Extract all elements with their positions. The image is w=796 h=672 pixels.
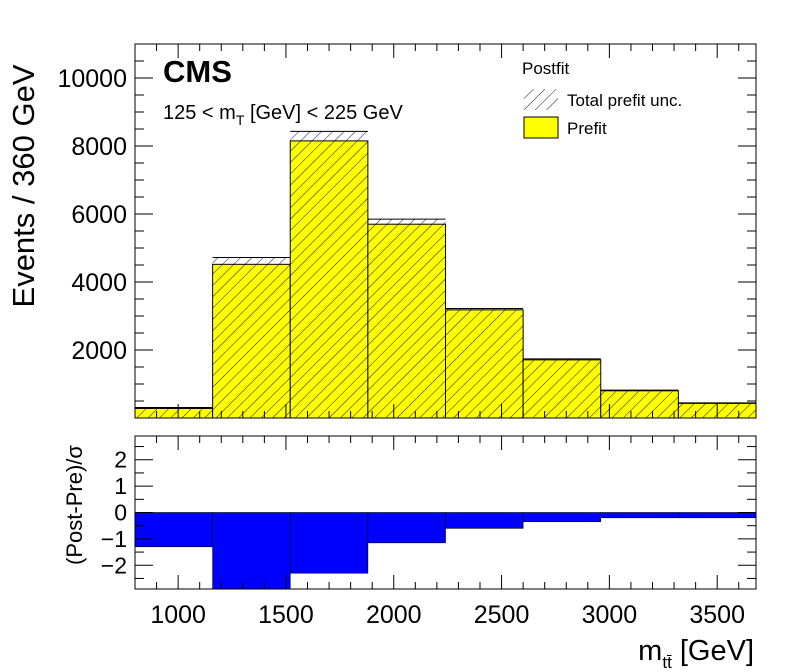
x-tick-label: 2000 <box>366 601 422 629</box>
y-tick-label: 2 <box>114 447 127 473</box>
pull-bar <box>367 512 446 544</box>
x-tick-label: 1500 <box>258 601 314 629</box>
y-tick-label: 4000 <box>71 269 127 297</box>
y-tick-label: 10000 <box>57 65 127 93</box>
y-tick-label: 1 <box>114 473 127 499</box>
y-tick-label: 2000 <box>71 337 127 365</box>
x-axis-label: mtt̄ [GeV] <box>638 635 754 672</box>
pull-bar <box>445 512 524 529</box>
upper-y-axis-label: Events / 360 GeV <box>6 64 41 307</box>
annotation-pre: 125 < m <box>163 102 236 124</box>
annotation-sub: T <box>236 112 245 128</box>
uncertainty-band <box>212 257 291 418</box>
mt-range-annotation: 125 < mT [GeV] < 225 GeV <box>163 102 403 128</box>
x-tick-label: 3000 <box>582 601 638 629</box>
pull-bar <box>289 512 369 574</box>
legend-prefit-swatch <box>523 116 559 139</box>
x-axis-label-sub: tt̄ <box>662 653 672 672</box>
upper-y-ticks: 2000 4000 6000 8000 10000 <box>57 60 756 402</box>
pull-bar <box>522 512 602 523</box>
y-tick-label: 6000 <box>71 201 127 229</box>
y-tick-label: −2 <box>101 552 127 578</box>
pull-bar <box>600 512 679 519</box>
uncertainty-band <box>523 358 601 418</box>
uncertainty-band <box>290 131 368 418</box>
pull-bar <box>212 512 291 590</box>
x-axis-label-pre: m <box>638 635 662 667</box>
x-tick-label: 1000 <box>150 601 206 629</box>
lower-x-ticks: 1000 1500 2000 2500 3000 3500 <box>150 436 745 629</box>
annotation-post: [GeV] < 225 GeV <box>244 102 403 124</box>
x-tick-label: 2500 <box>474 601 530 629</box>
lower-y-axis-label: (Post-Pre)/σ <box>62 445 87 565</box>
x-axis-label-post: [GeV] <box>672 635 754 667</box>
legend-header: Postfit <box>522 59 570 78</box>
uncertainty-band <box>367 219 446 418</box>
upper-x-ticks <box>156 44 740 418</box>
legend-hatch-swatch <box>524 89 558 110</box>
legend-entry-uncertainty: Total prefit unc. <box>567 91 682 110</box>
pull-bars <box>134 512 757 590</box>
legend-entry-prefit: Prefit <box>567 119 607 138</box>
uncertainty-band <box>600 390 679 418</box>
upper-panel: 2000 4000 6000 8000 10000 CMS 125 < mT [GeV]… <box>6 43 757 419</box>
prefit-uncertainty-bands <box>135 130 756 418</box>
y-tick-label: 8000 <box>71 133 127 161</box>
pull-bar <box>678 512 757 519</box>
pull-bar <box>134 512 213 548</box>
cms-label: CMS <box>163 54 232 89</box>
legend: Postfit Total prefit unc. Prefit <box>522 59 682 139</box>
y-tick-label: 0 <box>114 500 127 526</box>
x-tick-label: 3500 <box>689 601 745 629</box>
uncertainty-band <box>445 308 524 418</box>
uncertainty-band <box>135 407 213 418</box>
y-tick-label: −1 <box>101 526 127 552</box>
